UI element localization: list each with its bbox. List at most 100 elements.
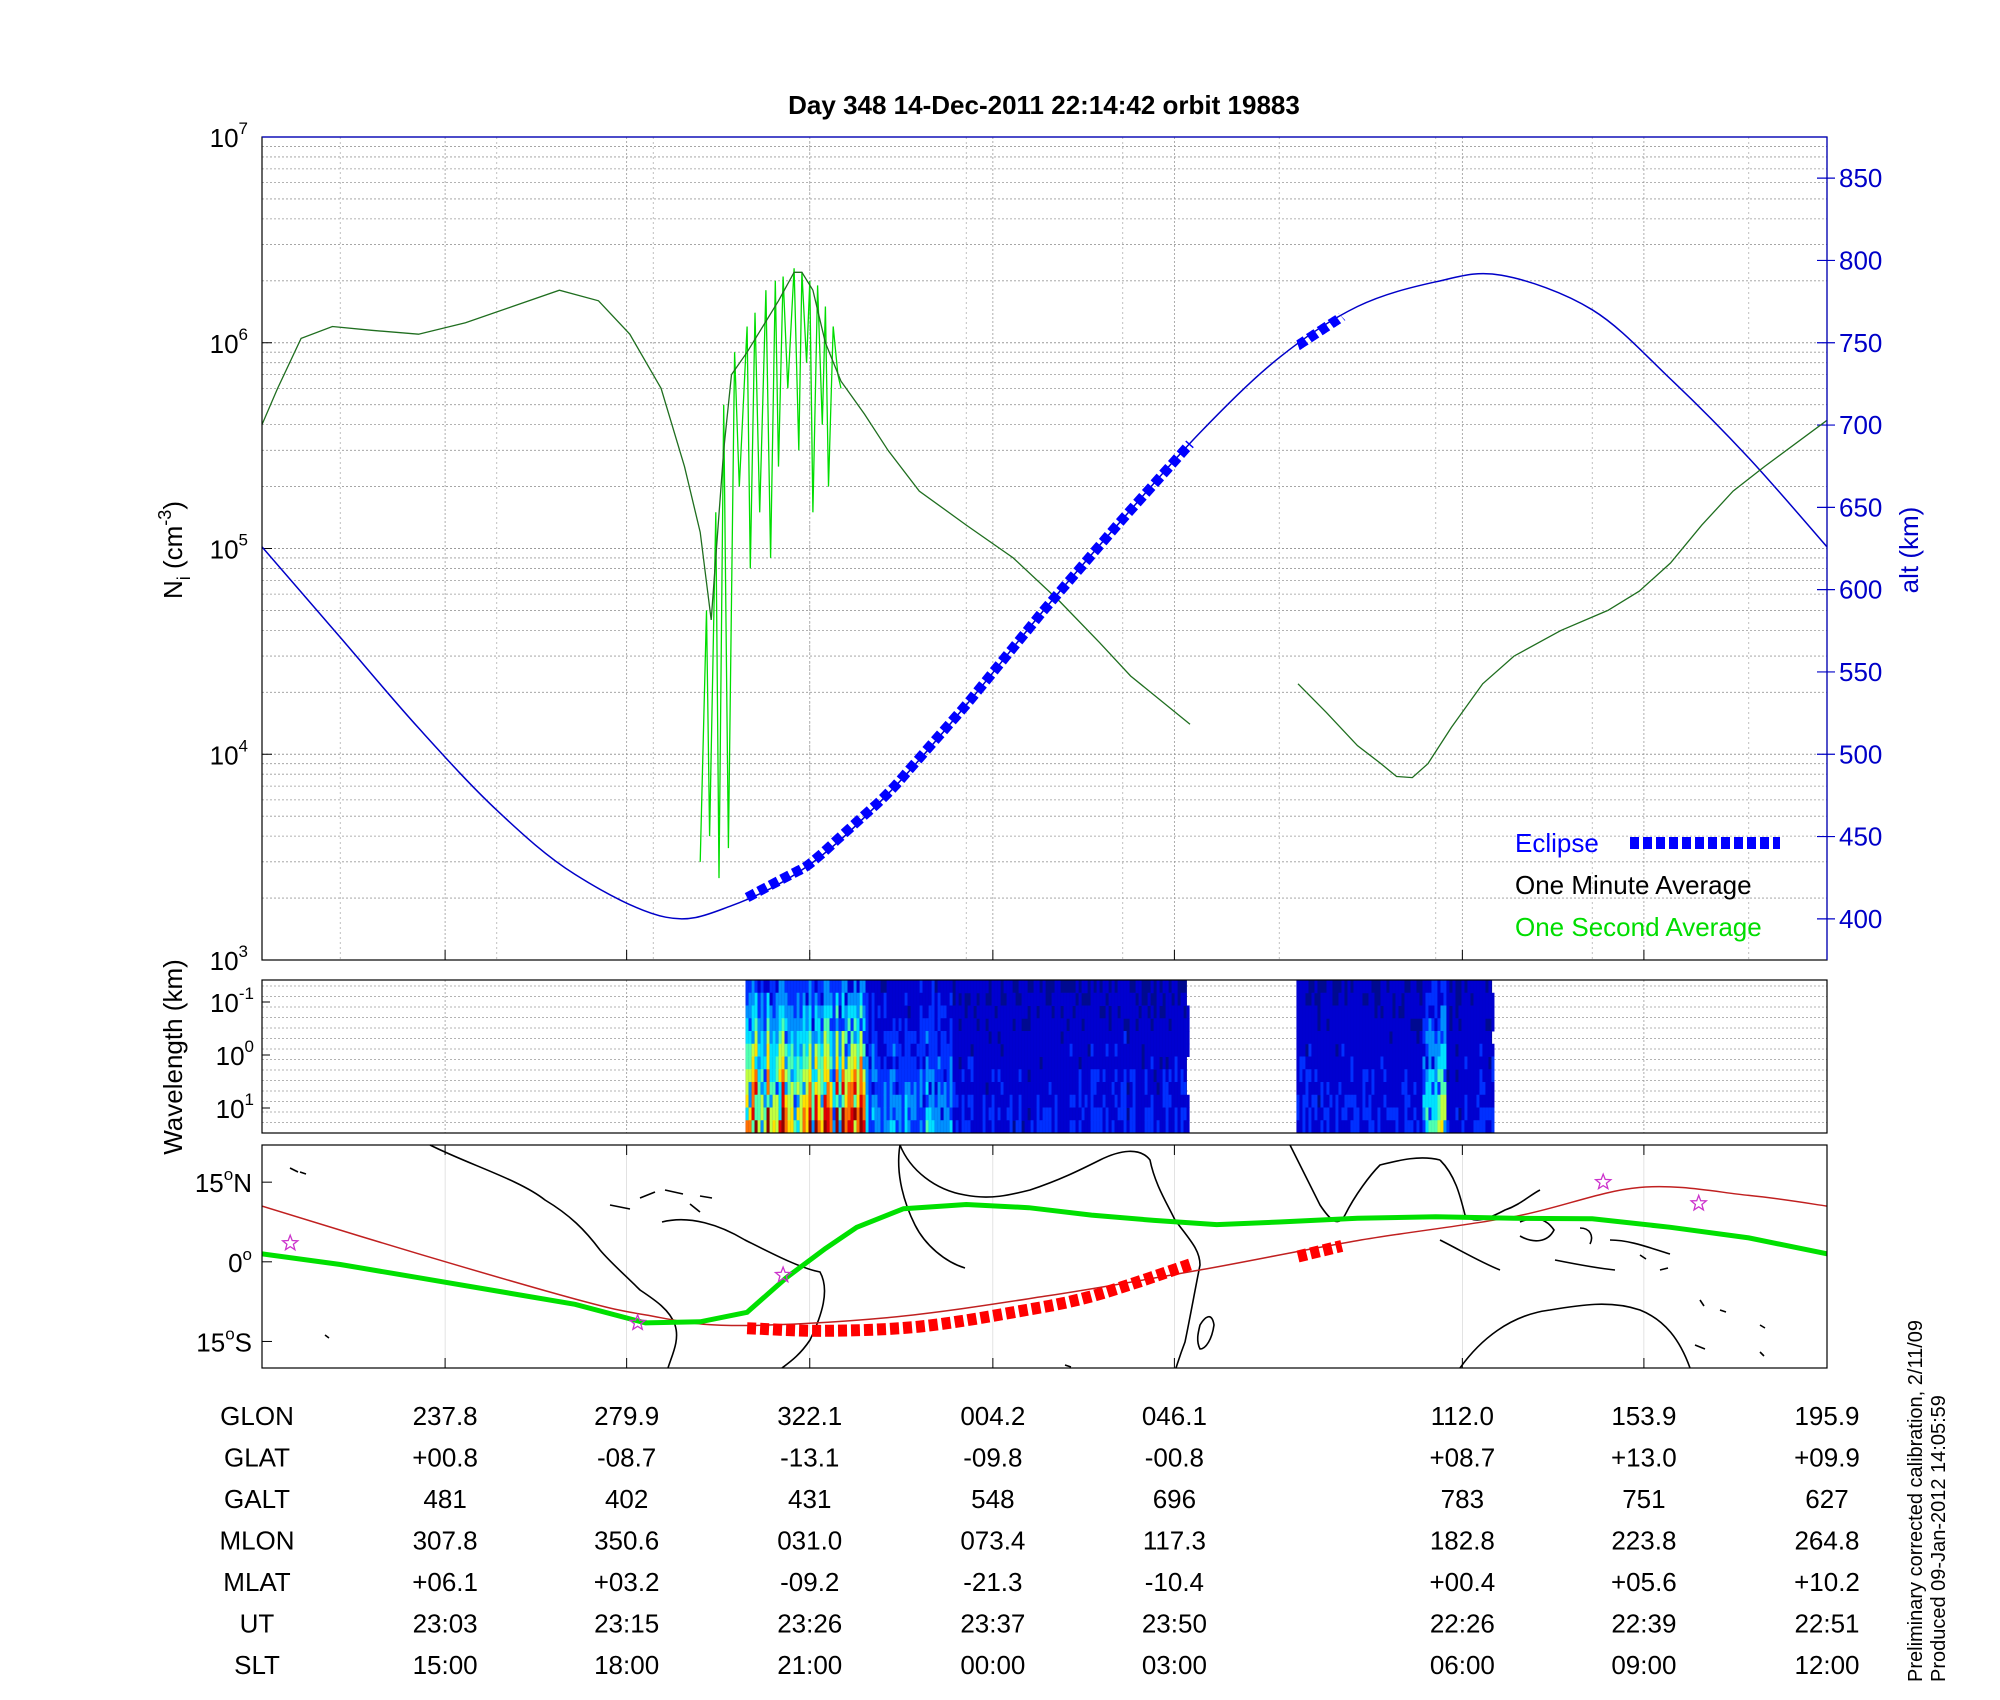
spectrogram-cell <box>1329 992 1333 1006</box>
spectrogram-cell <box>1120 1018 1124 1032</box>
red-eclipse-track-1 <box>746 1258 1192 1337</box>
spectrogram-cell <box>1308 1031 1312 1045</box>
spectrogram-cell <box>1446 1043 1450 1057</box>
spectrogram-cell <box>889 1031 893 1045</box>
spectrogram-cell <box>1039 1082 1043 1096</box>
spectrogram-cell <box>997 1107 1001 1121</box>
spectrogram-cell <box>1135 1120 1139 1134</box>
spectrogram-cell <box>1045 1120 1049 1134</box>
spectrogram-cell <box>1147 1094 1151 1108</box>
spectrogram-cell <box>1476 1082 1480 1096</box>
spectrogram-cell <box>1440 1043 1444 1057</box>
spectrogram-cell <box>1162 1043 1166 1057</box>
spectrogram-cell <box>1072 1043 1076 1057</box>
spectrogram-cell <box>1356 1094 1360 1108</box>
spectrogram-cell <box>1165 1031 1169 1045</box>
spectrogram-cell <box>769 1120 773 1134</box>
spectrogram-cell <box>1015 1043 1019 1057</box>
spectrogram-cell <box>1030 1018 1034 1032</box>
star-marker <box>1593 1172 1613 1191</box>
spectrogram-cell <box>1099 1018 1103 1032</box>
spectrogram-cell <box>1030 1082 1034 1096</box>
spectrogram-cell <box>1413 1056 1417 1070</box>
spectrogram-cell <box>760 1107 764 1121</box>
spectrogram-cell <box>895 1056 899 1070</box>
spectrogram-cell <box>1401 980 1405 994</box>
coast-arabia-india <box>1289 1144 1441 1223</box>
spectrogram-cell <box>1090 992 1094 1006</box>
spectrogram-cell <box>1012 992 1016 1006</box>
spectrogram-cell <box>1476 1107 1480 1121</box>
ephemeris-cell: 117.3 <box>1143 1526 1206 1556</box>
spectrogram-cell <box>859 980 863 994</box>
spectrogram-cell <box>943 1056 947 1070</box>
spectrogram-cell <box>1117 1031 1121 1045</box>
spectrogram-cell <box>1105 1120 1109 1134</box>
spectrogram-cell <box>1006 1120 1010 1134</box>
spectrogram-cell <box>889 1056 893 1070</box>
spectrogram-cell <box>1027 1043 1031 1057</box>
spectrogram-cell <box>820 1018 824 1032</box>
spectrogram-cell <box>1311 1056 1315 1070</box>
spectrogram-cell <box>805 1056 809 1070</box>
spectrogram-cell <box>1479 1031 1483 1045</box>
spectrogram-cell <box>1069 1043 1073 1057</box>
spectrogram-cell <box>1455 1018 1459 1032</box>
spectrogram-cell <box>997 1094 1001 1108</box>
spectrogram-cell <box>1452 992 1456 1006</box>
spectrogram-cell <box>1491 992 1495 1006</box>
spectrogram-cell <box>1018 1094 1022 1108</box>
spectrogram-cell <box>1030 992 1034 1006</box>
spectrogram-cell <box>745 1094 749 1108</box>
spectrogram-cell <box>1428 1120 1432 1134</box>
spectrogram-cell <box>1314 1107 1318 1121</box>
spectrogram-cell <box>961 1082 965 1096</box>
spectrogram-cell <box>799 992 803 1006</box>
spectrogram-cell <box>1464 1094 1468 1108</box>
spectrogram-cell <box>1132 1094 1136 1108</box>
spectrogram-cell <box>937 1005 941 1019</box>
altitude-y-label: alt (km) <box>1894 507 1924 594</box>
spectrogram-cell <box>1470 1056 1474 1070</box>
spectrogram-cell <box>1338 992 1342 1006</box>
spectrogram-cell <box>805 1107 809 1121</box>
spectrogram-cell <box>1036 1056 1040 1070</box>
ephemeris-cell: 046.1 <box>1142 1401 1207 1431</box>
footnote-produced: Produced 09-Jan-2012 14:05:59 <box>1928 1395 1950 1682</box>
spectrogram-cell <box>1485 1005 1489 1019</box>
spectrogram-cell <box>1371 1120 1375 1134</box>
spectrogram-cell <box>1428 1094 1432 1108</box>
spectrogram-cell <box>802 1005 806 1019</box>
spectrogram-cell <box>1467 1005 1471 1019</box>
density-grid <box>262 137 1828 961</box>
spectrogram-cell <box>826 1043 830 1057</box>
spectrogram-cell <box>991 1094 995 1108</box>
spectrogram-cell <box>1329 1018 1333 1032</box>
spectrogram-cell <box>919 1082 923 1096</box>
spectrogram-cell <box>1174 1005 1178 1019</box>
spectrogram-cell <box>928 1031 932 1045</box>
spectrogram-cell <box>1102 1018 1106 1032</box>
spectrogram-cell <box>1323 1120 1327 1134</box>
spectrogram-cell <box>862 1031 866 1045</box>
spectrogram-cell <box>1129 992 1133 1006</box>
density-y-label-exp: -3 <box>155 510 175 526</box>
spectrogram-cell <box>1434 992 1438 1006</box>
spectrogram-cell <box>1063 1056 1067 1070</box>
spectrogram-cell <box>1090 1120 1094 1134</box>
spectrogram-cell <box>1114 1018 1118 1032</box>
spectrogram-cell <box>1317 1056 1321 1070</box>
spectrogram-cell <box>1135 1094 1139 1108</box>
spectrogram-cell <box>772 1094 776 1108</box>
spectrogram-cell <box>793 1120 797 1134</box>
spectrogram-cell <box>1482 1005 1486 1019</box>
spectrogram-cell <box>1320 1031 1324 1045</box>
spectrogram-cell <box>1024 1005 1028 1019</box>
ephemeris-cell: -10.4 <box>1145 1567 1204 1597</box>
spectrogram-cell <box>787 1005 791 1019</box>
spectrogram-cell <box>907 1120 911 1134</box>
spectrogram-cell <box>832 1082 836 1096</box>
spectrogram-cell <box>1434 1005 1438 1019</box>
spectrogram-cell <box>748 1082 752 1096</box>
spectrogram-cell <box>1018 1043 1022 1057</box>
